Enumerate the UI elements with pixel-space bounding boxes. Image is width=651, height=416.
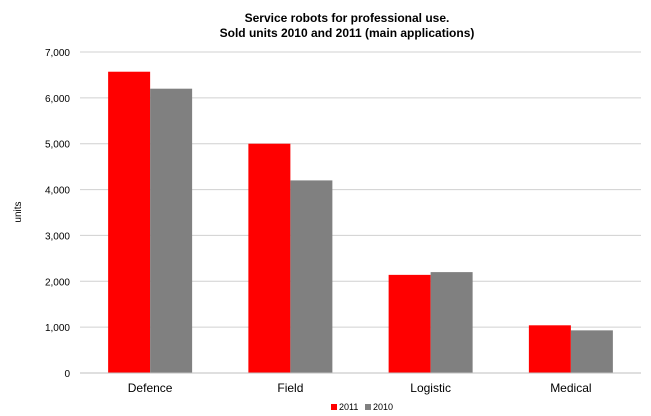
y-tick-label: 7,000 <box>45 48 70 59</box>
chart-subtitle: Sold units 2010 and 2011 (main applicati… <box>220 26 475 40</box>
legend-swatch-2010 <box>365 404 371 410</box>
y-tick-label: 2,000 <box>45 277 70 288</box>
y-axis-label: units <box>13 201 24 222</box>
bar-2010-defence <box>150 88 193 373</box>
bar-2011-field <box>248 143 291 373</box>
y-tick-label: 6,000 <box>45 94 70 105</box>
legend-swatch-2011 <box>331 404 337 410</box>
bars <box>108 71 613 374</box>
bar-2011-logistic <box>388 274 431 373</box>
legend-label-2011: 2011 <box>339 402 358 412</box>
x-tick-label: Medical <box>550 381 591 395</box>
axes: 0 1,000 2,000 3,000 4,000 5,000 6,000 7,000 Defe… <box>45 48 641 395</box>
x-tick-label: Logistic <box>410 381 451 395</box>
bar-2011-medical <box>528 325 571 373</box>
bar-2010-medical <box>570 330 613 373</box>
x-tick-label: Defence <box>128 381 173 395</box>
y-tick-label: 4,000 <box>45 186 70 197</box>
y-tick-label: 3,000 <box>45 231 70 242</box>
bar-2010-logistic <box>430 272 473 373</box>
x-tick-label: Field <box>277 381 303 395</box>
legend: 2011 2010 <box>331 402 393 412</box>
y-tick-label: 5,000 <box>45 140 70 151</box>
bar-2010-field <box>290 180 333 373</box>
y-tick-label: 0 <box>64 369 70 380</box>
y-tick-label: 1,000 <box>45 323 70 334</box>
bar-2011-defence <box>108 71 151 374</box>
legend-label-2010: 2010 <box>373 402 393 412</box>
chart-title: Service robots for professional use. <box>245 11 450 25</box>
